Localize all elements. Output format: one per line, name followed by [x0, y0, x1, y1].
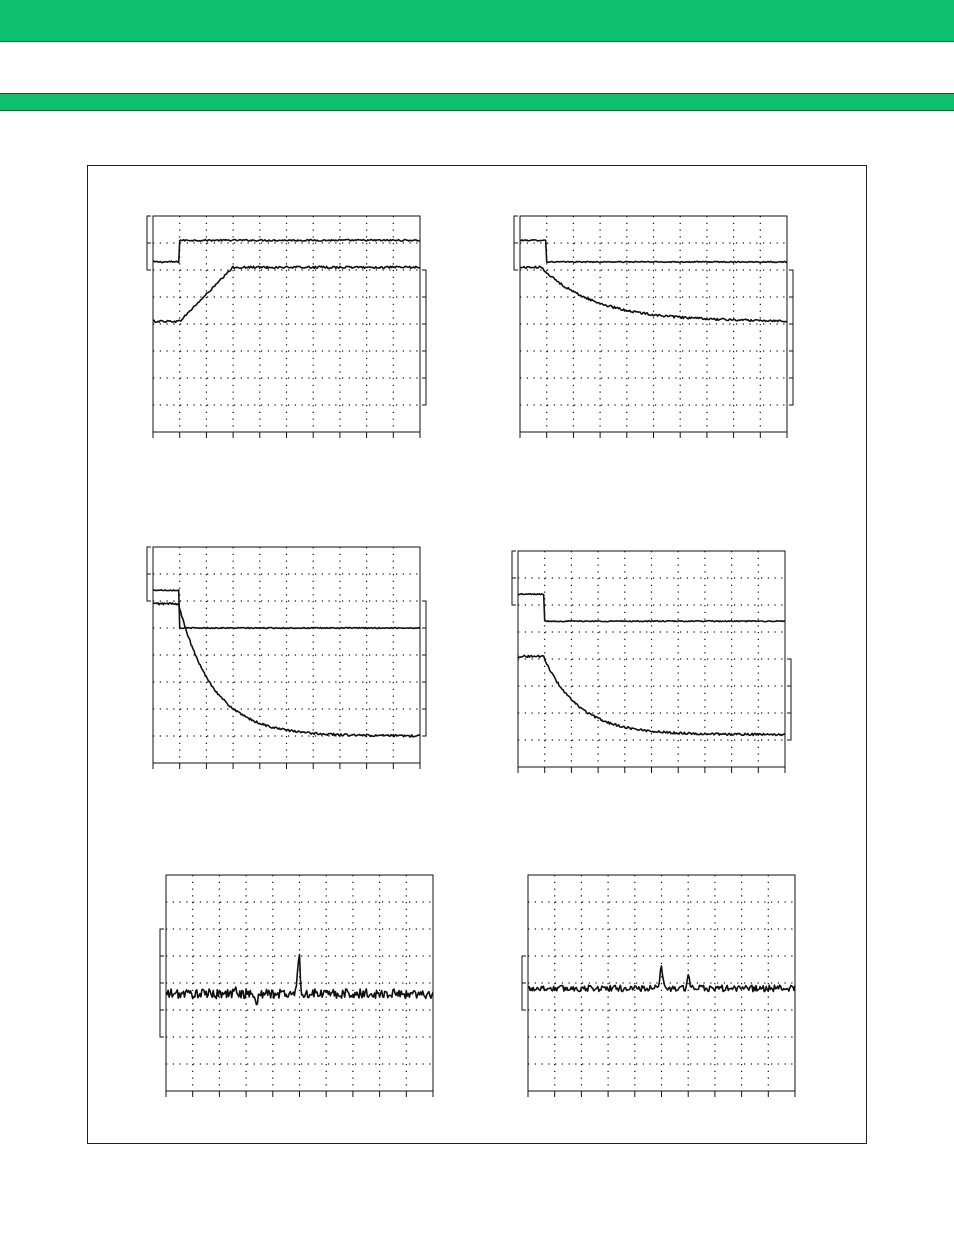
chart-3 — [146, 546, 427, 769]
header-band — [0, 0, 954, 42]
series-trace-1 — [519, 239, 788, 264]
channel-bracket — [422, 600, 427, 737]
channel-bracket — [422, 269, 427, 406]
chart-2 — [513, 215, 794, 438]
series-trace-2 — [152, 602, 421, 738]
series-trace-1 — [153, 589, 421, 630]
figure-frame — [87, 165, 867, 1144]
series-trace-1 — [152, 238, 421, 264]
section-band — [0, 93, 954, 111]
chart-4 — [511, 550, 792, 773]
series-trace-1 — [165, 953, 434, 1006]
channel-bracket — [787, 658, 792, 741]
series-trace-2 — [152, 265, 421, 324]
channel-bracket — [789, 269, 794, 406]
series-trace-2 — [517, 654, 786, 737]
series-trace-1 — [517, 593, 786, 623]
chart-6 — [521, 874, 796, 1097]
chart-5 — [159, 874, 434, 1097]
series-trace-1 — [527, 965, 796, 993]
chart-1 — [146, 215, 427, 438]
series-trace-2 — [519, 265, 788, 323]
